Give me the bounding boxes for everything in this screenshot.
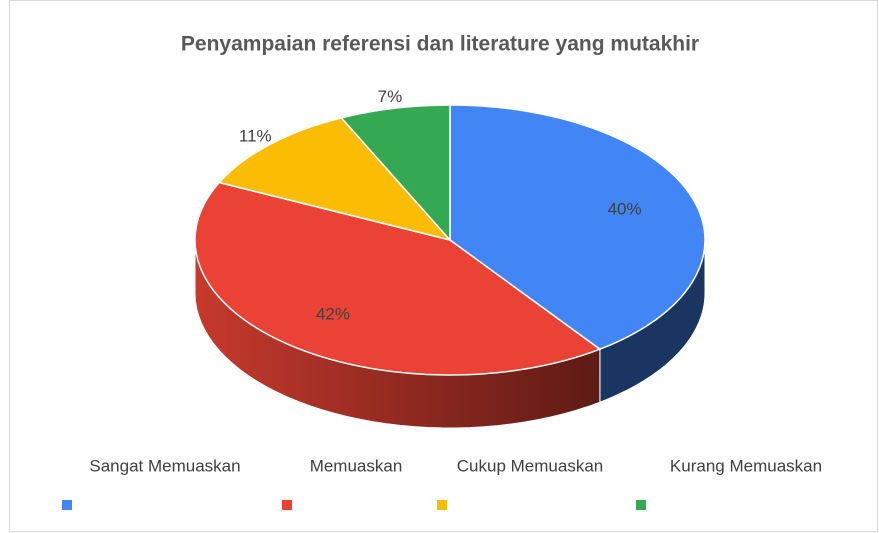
data-label: 40% xyxy=(608,199,642,218)
legend-swatch xyxy=(282,500,292,510)
chart-title: Penyampaian referensi dan literature yan… xyxy=(181,33,699,56)
legend-label: Cukup Memuaskan xyxy=(457,456,603,475)
legend-swatch xyxy=(62,500,72,510)
pie-slice xyxy=(449,104,706,351)
legend-label: Sangat Memuaskan xyxy=(89,456,240,475)
pie-slice xyxy=(194,181,602,376)
legend-label: Memuaskan xyxy=(310,456,403,475)
legend-swatch xyxy=(636,500,646,510)
legend-swatch xyxy=(437,500,447,510)
data-label: 7% xyxy=(378,87,403,106)
pie-slice xyxy=(340,104,451,242)
data-label: 42% xyxy=(316,304,350,323)
data-label: 11% xyxy=(239,126,272,145)
legend-label: Kurang Memuaskan xyxy=(670,456,822,475)
pie-slice xyxy=(217,117,453,242)
